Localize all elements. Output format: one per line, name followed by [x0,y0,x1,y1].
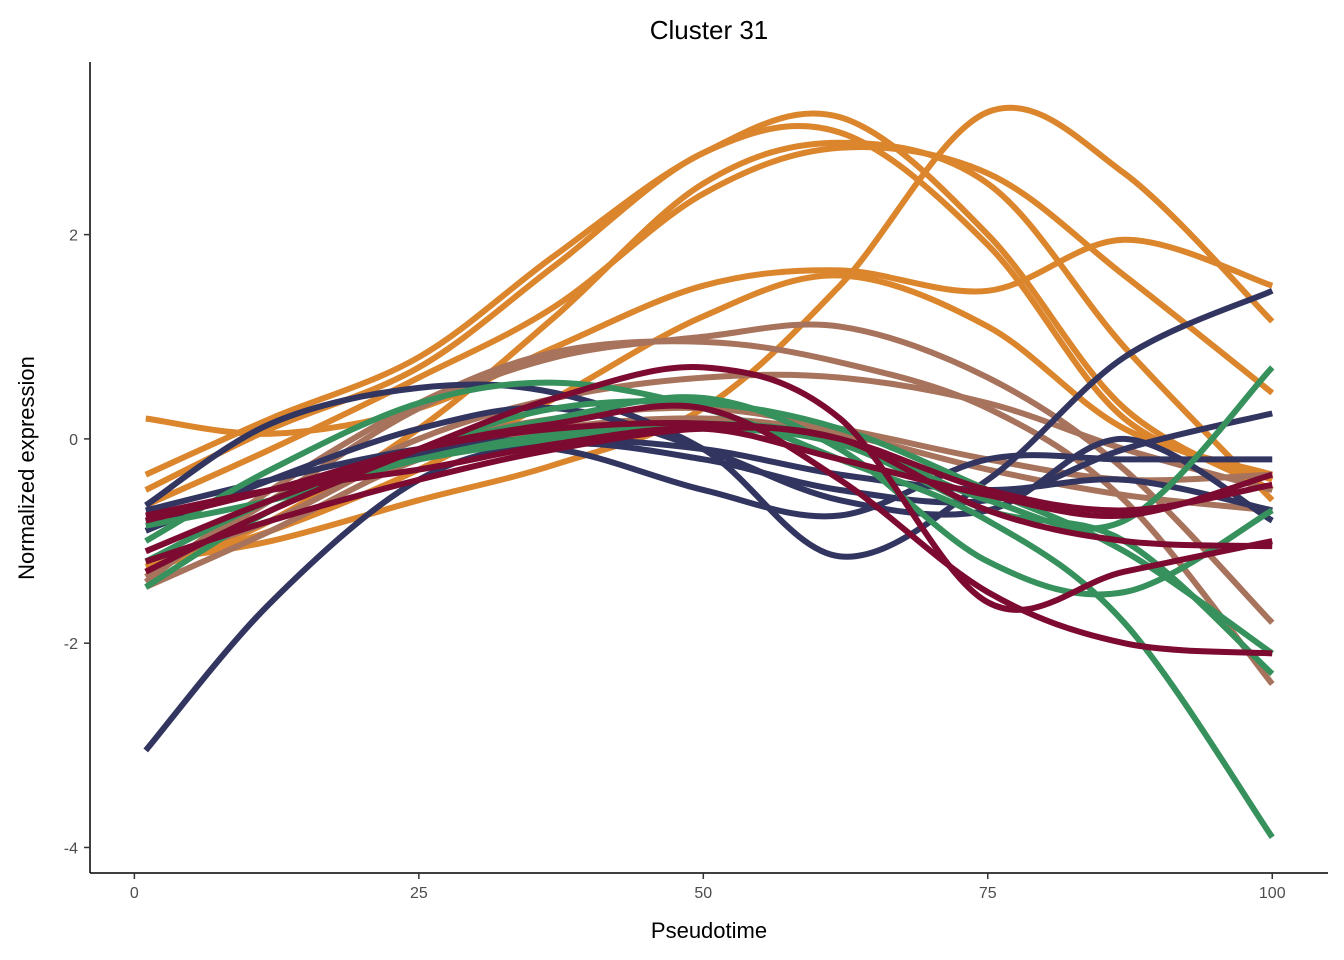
series-line-maroon-3 [145,420,1273,524]
x-tick-label: 75 [979,885,997,902]
axes: 0 25 50 75 100 2 0 -2 -4 [64,62,1328,902]
x-tick-label: 100 [1259,885,1286,902]
x-tick-label: 0 [130,885,139,902]
series-line-navy-5 [145,435,1273,514]
y-tick-label: 2 [69,228,78,245]
x-axis-title: Pseudotime [651,918,767,943]
x-tick-label: 25 [410,885,428,902]
y-axis-title: Normalized expression [14,356,39,580]
chart-title: Cluster 31 [650,15,769,45]
series-line-orange-2 [145,236,1274,437]
series-line-maroon-5 [144,424,1273,565]
y-tick-label: 0 [69,432,78,449]
y-tick-label: -4 [64,840,78,857]
x-tick-label: 50 [694,885,712,902]
series-line-orange-5 [144,144,1275,509]
series-line-maroon-1 [144,364,1273,613]
series-line-orange-1 [145,104,1275,565]
series-lines [143,104,1275,839]
series-line-navy-1 [143,410,1273,753]
y-tick-label: -2 [64,636,78,653]
series-line-orange-3 [144,110,1274,493]
series-line-orange-7 [144,272,1274,570]
